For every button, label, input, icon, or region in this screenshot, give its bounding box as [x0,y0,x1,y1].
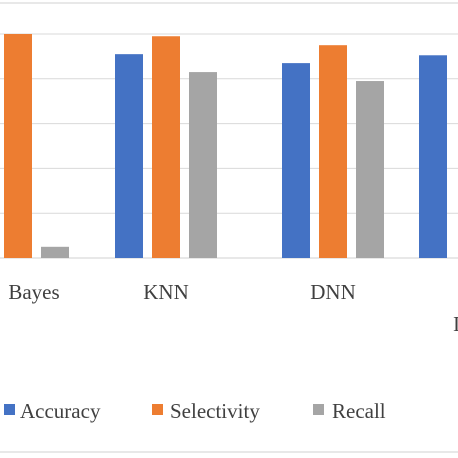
legend-item-recall: Recall [313,399,386,423]
bar-accuracy-knn [115,54,143,258]
bar-selectivity-bayes [4,34,32,258]
bar-selectivity-knn [152,36,180,258]
legend-swatch [4,404,15,415]
x-tick-label: KNN [143,280,189,304]
bar-accuracy-dnn [282,63,310,259]
legend-label: Selectivity [170,399,260,423]
x-tick-label: Bayes [8,280,59,304]
legend-item-selectivity: Selectivity [152,399,260,423]
legend-item-accuracy: Accuracy [4,399,101,423]
legend-swatch [313,404,324,415]
bar-recall-dnn [356,81,384,258]
bar-selectivity-dnn [319,45,347,259]
x-tick-label: I [453,312,458,336]
legend: Accuracy Selectivity Recall [4,399,386,423]
legend-label: Recall [332,399,386,423]
bar-accuracy-i [419,55,447,258]
legend-swatch [152,404,163,415]
bar-recall-bayes [41,246,69,258]
bars [4,34,447,259]
x-tick-labels: Bayes KNN DNN I [8,280,458,336]
bar-recall-knn [189,72,217,258]
x-tick-label: DNN [310,280,356,304]
legend-label: Accuracy [20,399,101,423]
